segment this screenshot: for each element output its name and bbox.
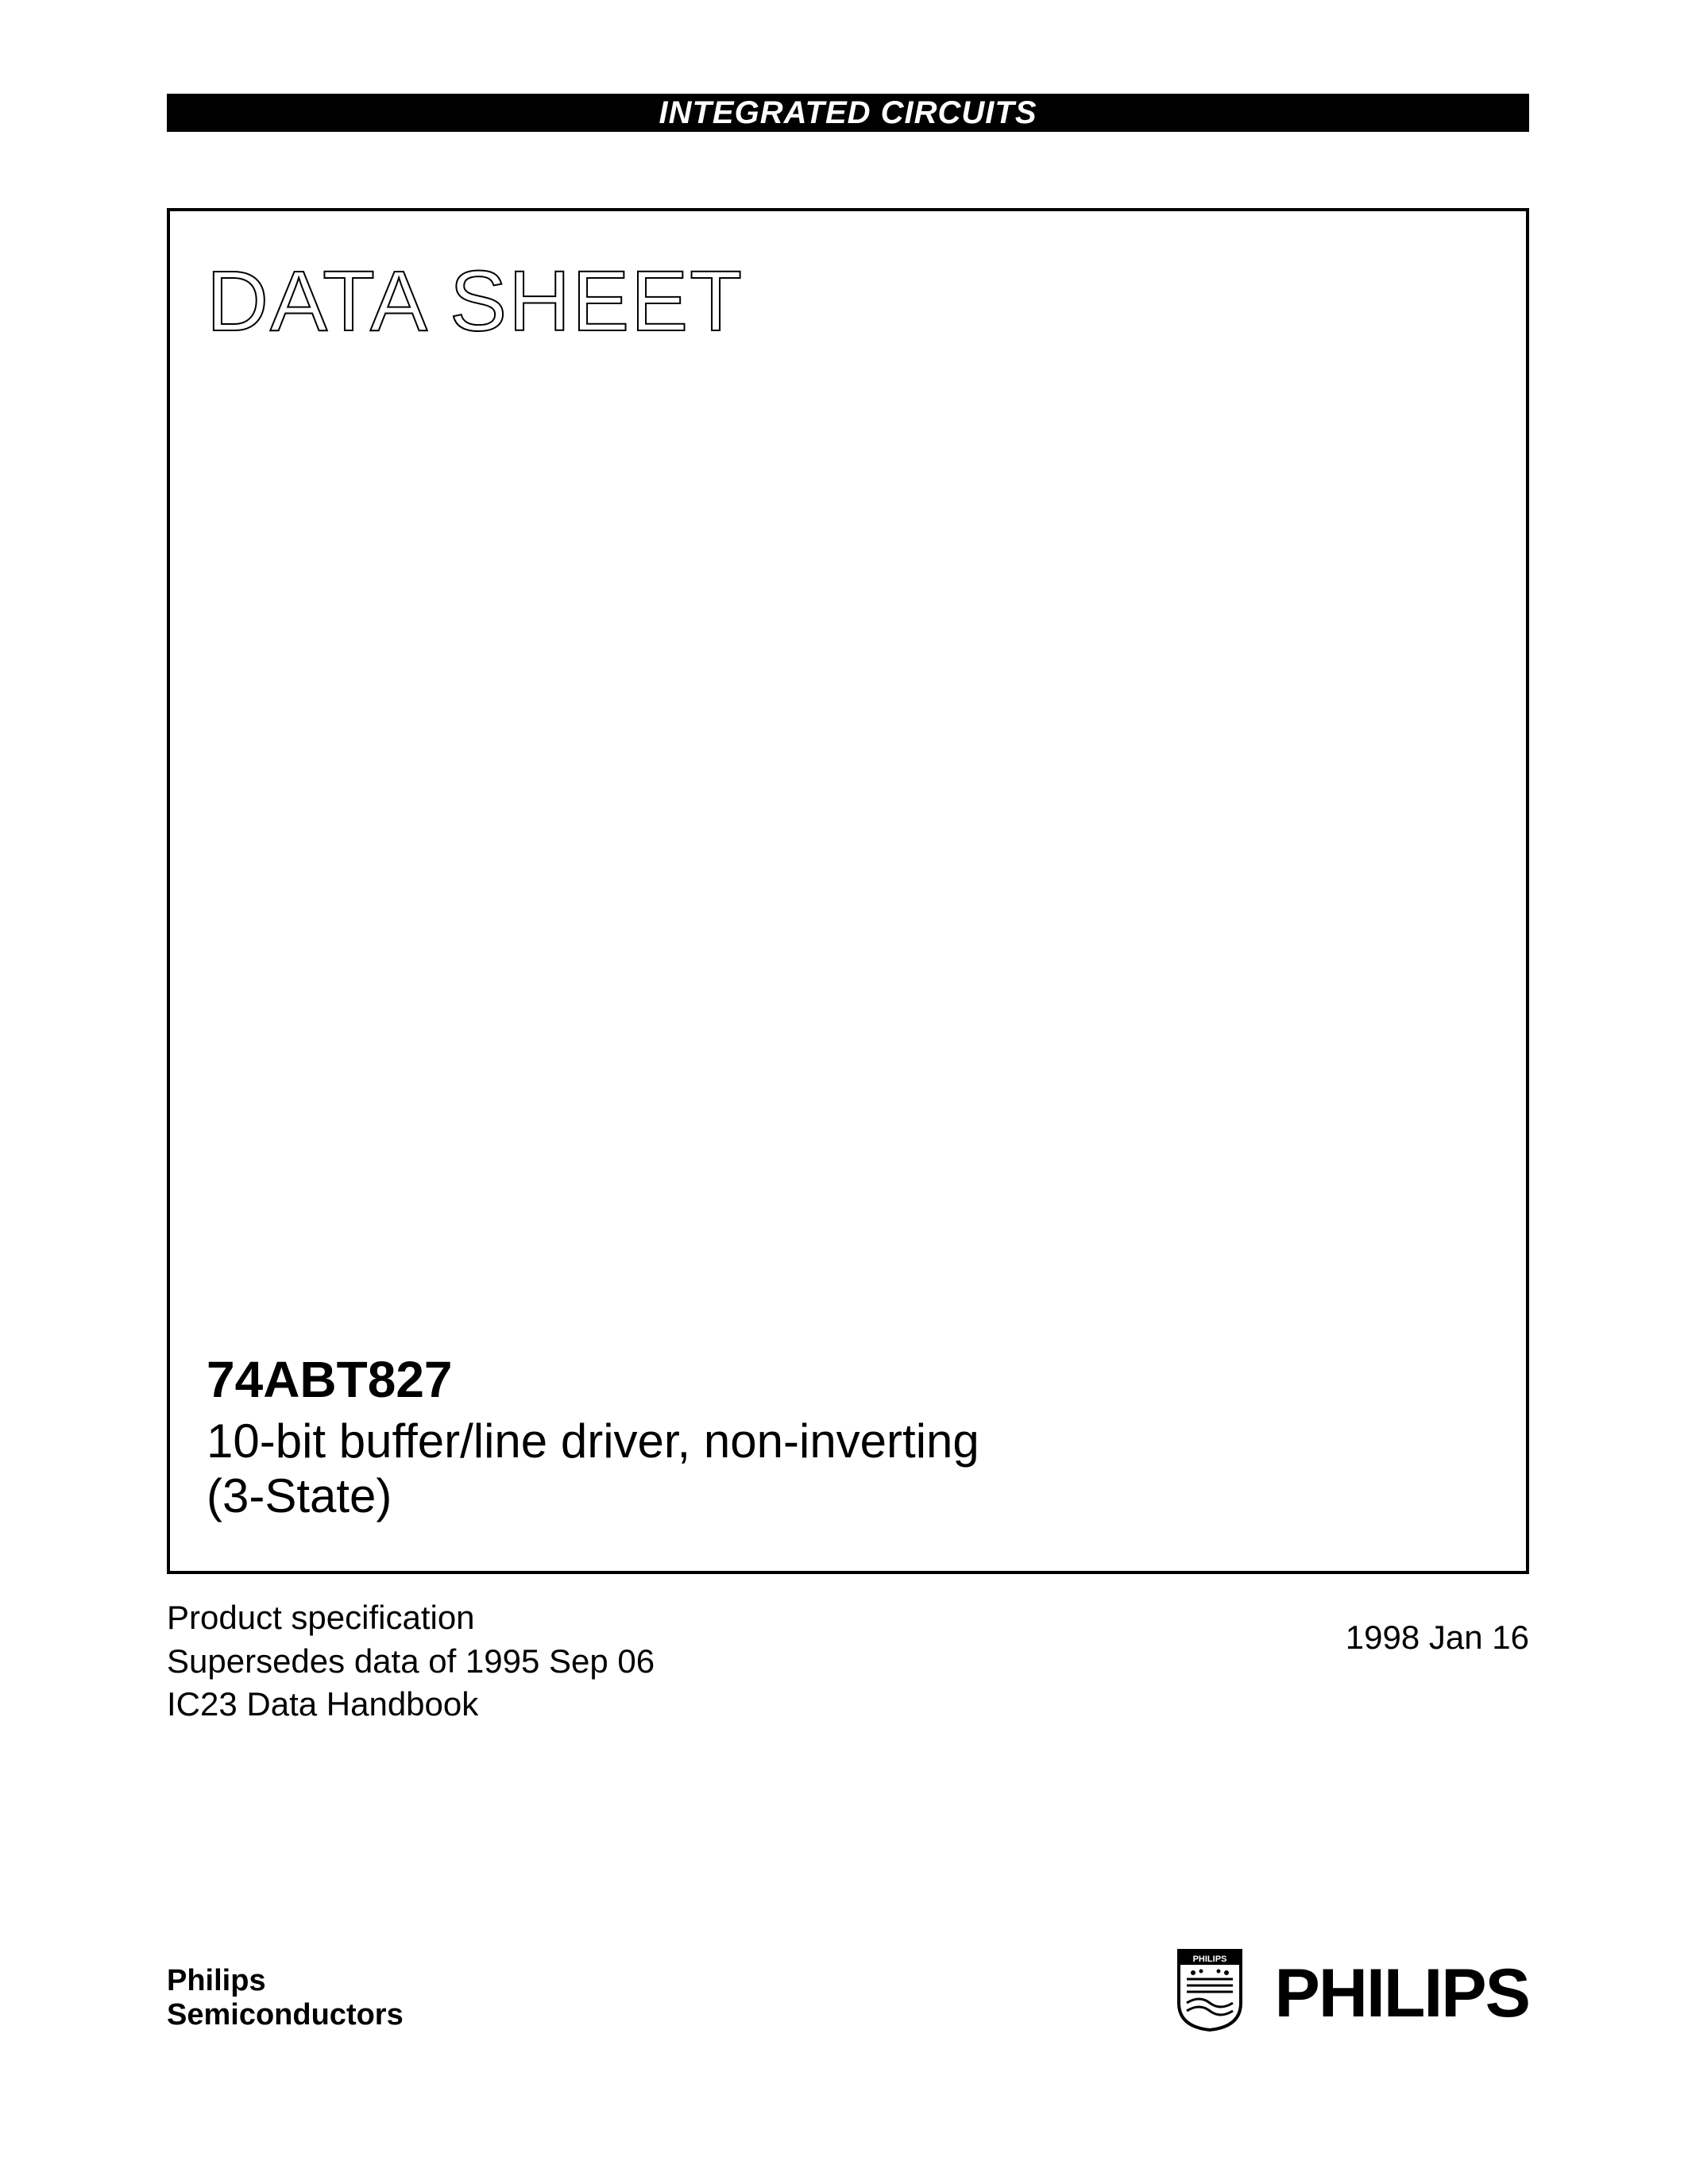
meta-line3: IC23 Data Handbook bbox=[167, 1683, 655, 1727]
meta-row: Product specification Supersedes data of… bbox=[167, 1596, 1529, 1727]
footer-company-line2: Semiconductors bbox=[167, 1998, 404, 2033]
footer-company-line1: Philips bbox=[167, 1964, 404, 1999]
header-banner: INTEGRATED CIRCUITS bbox=[167, 94, 1529, 132]
part-description-line2: (3-State) bbox=[207, 1469, 392, 1522]
part-number: 74ABT827 bbox=[207, 1350, 1489, 1409]
outline-title: DATA SHEET bbox=[207, 251, 744, 350]
meta-date: 1998 Jan 16 bbox=[1346, 1596, 1529, 1657]
footer: Philips Semiconductors PHILIPS PHILIPS bbox=[167, 1947, 1529, 2033]
meta-line1: Product specification bbox=[167, 1596, 655, 1640]
footer-right: PHILIPS PHILIPS bbox=[1176, 1947, 1529, 2033]
part-block: 74ABT827 10-bit buffer/line driver, non-… bbox=[207, 1350, 1489, 1523]
part-description-line1: 10-bit buffer/line driver, non-inverting bbox=[207, 1414, 979, 1468]
header-banner-text: INTEGRATED CIRCUITS bbox=[659, 95, 1037, 131]
part-description: 10-bit buffer/line driver, non-inverting… bbox=[207, 1414, 1489, 1523]
philips-wordmark: PHILIPS bbox=[1274, 1954, 1529, 2033]
meta-left: Product specification Supersedes data of… bbox=[167, 1596, 655, 1727]
datasheet-frame: DATA SHEET 74ABT827 10-bit buffer/line d… bbox=[167, 208, 1529, 1574]
svg-text:PHILIPS: PHILIPS bbox=[1193, 1954, 1227, 1964]
footer-company: Philips Semiconductors bbox=[167, 1964, 404, 2033]
philips-shield-icon: PHILIPS bbox=[1176, 1947, 1244, 2033]
meta-line2: Supersedes data of 1995 Sep 06 bbox=[167, 1640, 655, 1684]
